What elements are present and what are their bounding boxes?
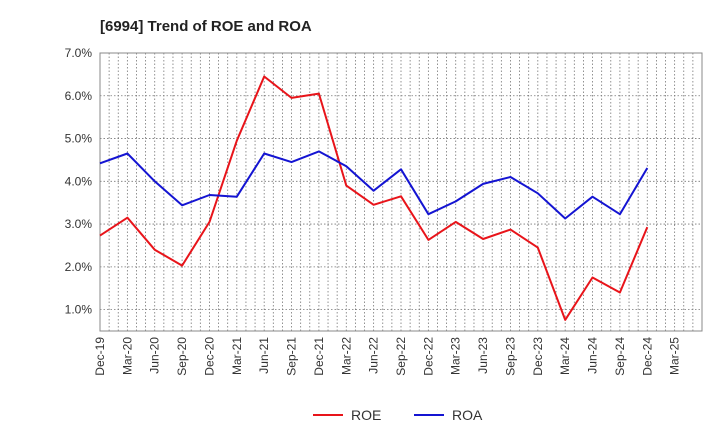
- x-tick-label: Dec-21: [312, 337, 326, 376]
- x-tick-label: Dec-23: [531, 337, 545, 376]
- x-tick-label: Dec-20: [202, 337, 216, 376]
- plot-frame: [99, 52, 703, 332]
- x-tick-label: Mar-20: [120, 337, 134, 375]
- x-axis: Dec-19 Mar-20 Jun-20 Sep-20 Dec-20 Mar-21 Jun-…: [93, 337, 682, 376]
- x-tick-label: Jun-20: [148, 337, 162, 374]
- series-line-roe: [99, 75, 649, 321]
- x-tick-label: Jun-21: [257, 337, 271, 374]
- x-tick-label: Mar-24: [558, 337, 572, 375]
- chart-title: [6994] Trend of ROE and ROA: [100, 18, 312, 35]
- x-tick-label: Sep-21: [285, 337, 299, 376]
- x-tick-label: Mar-23: [449, 337, 463, 375]
- y-tick-label: 2.0%: [65, 260, 93, 274]
- x-tick-label: Jun-23: [476, 337, 490, 374]
- x-tick-label: Jun-22: [367, 337, 381, 374]
- series-lines: [99, 75, 649, 321]
- x-tick-label: Mar-22: [339, 337, 353, 375]
- x-tick-label: Dec-22: [421, 337, 435, 376]
- y-tick-label: 5.0%: [65, 132, 93, 146]
- x-tick-label: Mar-21: [230, 337, 244, 375]
- x-tick-label: Dec-19: [93, 337, 107, 376]
- y-axis: 1.0% 2.0% 3.0% 4.0% 5.0% 6.0% 7.0%: [65, 46, 93, 317]
- y-tick-label: 7.0%: [65, 46, 93, 60]
- x-tick-label: Sep-20: [175, 337, 189, 376]
- legend-label-roe: ROE: [351, 407, 381, 423]
- y-tick-label: 1.0%: [65, 303, 93, 317]
- legend: ROE ROA: [313, 407, 483, 423]
- y-tick-label: 6.0%: [65, 89, 93, 103]
- x-tick-label: Sep-24: [613, 337, 627, 376]
- x-tick-label: Sep-23: [503, 337, 517, 376]
- x-tick-label: Sep-22: [394, 337, 408, 376]
- x-tick-label: Dec-24: [640, 337, 654, 376]
- legend-label-roa: ROA: [452, 407, 483, 423]
- y-tick-label: 3.0%: [65, 217, 93, 231]
- x-tick-label: Jun-24: [586, 337, 600, 374]
- grid: [100, 52, 702, 331]
- x-tick-label: Mar-25: [668, 337, 682, 375]
- series-line-roa: [99, 150, 649, 220]
- y-tick-label: 4.0%: [65, 174, 93, 188]
